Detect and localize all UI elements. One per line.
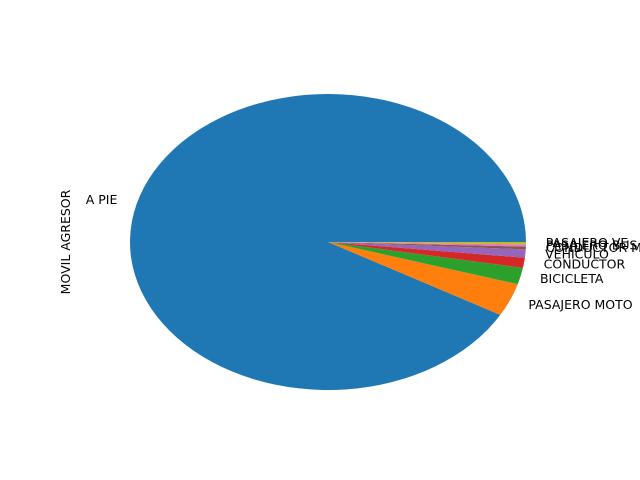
pie-slice-5: [328, 242, 526, 250]
pie-slice-1: [328, 242, 518, 315]
pie-label-7: PASAJERO VE: [546, 235, 629, 250]
pie-slice-6: [328, 242, 526, 247]
pie-slice-2: [328, 242, 523, 285]
pie-label-0: A PIE: [86, 192, 118, 207]
pie-slice-3: [328, 242, 525, 268]
pie-label-2: BICICLETA: [540, 271, 604, 286]
y-axis-label: MOVIL AGRESOR: [58, 189, 73, 294]
pie-slice-4: [328, 242, 526, 258]
pie-slice-7: [328, 242, 526, 245]
pie-label-1: PASAJERO MOTO: [528, 297, 632, 312]
pie-label-6: PASAJERO BUS: [546, 237, 638, 252]
pie-label-4: VEHICULO: [545, 246, 609, 261]
pie-slices: [130, 94, 527, 390]
pie-label-5: CONDUCTOR M: [546, 240, 640, 255]
pie-label-3: CONDUCTOR: [544, 256, 626, 271]
pie-labels: A PIE PASAJERO MOTO BICICLETACONDUCTORVEHI…: [86, 192, 640, 312]
